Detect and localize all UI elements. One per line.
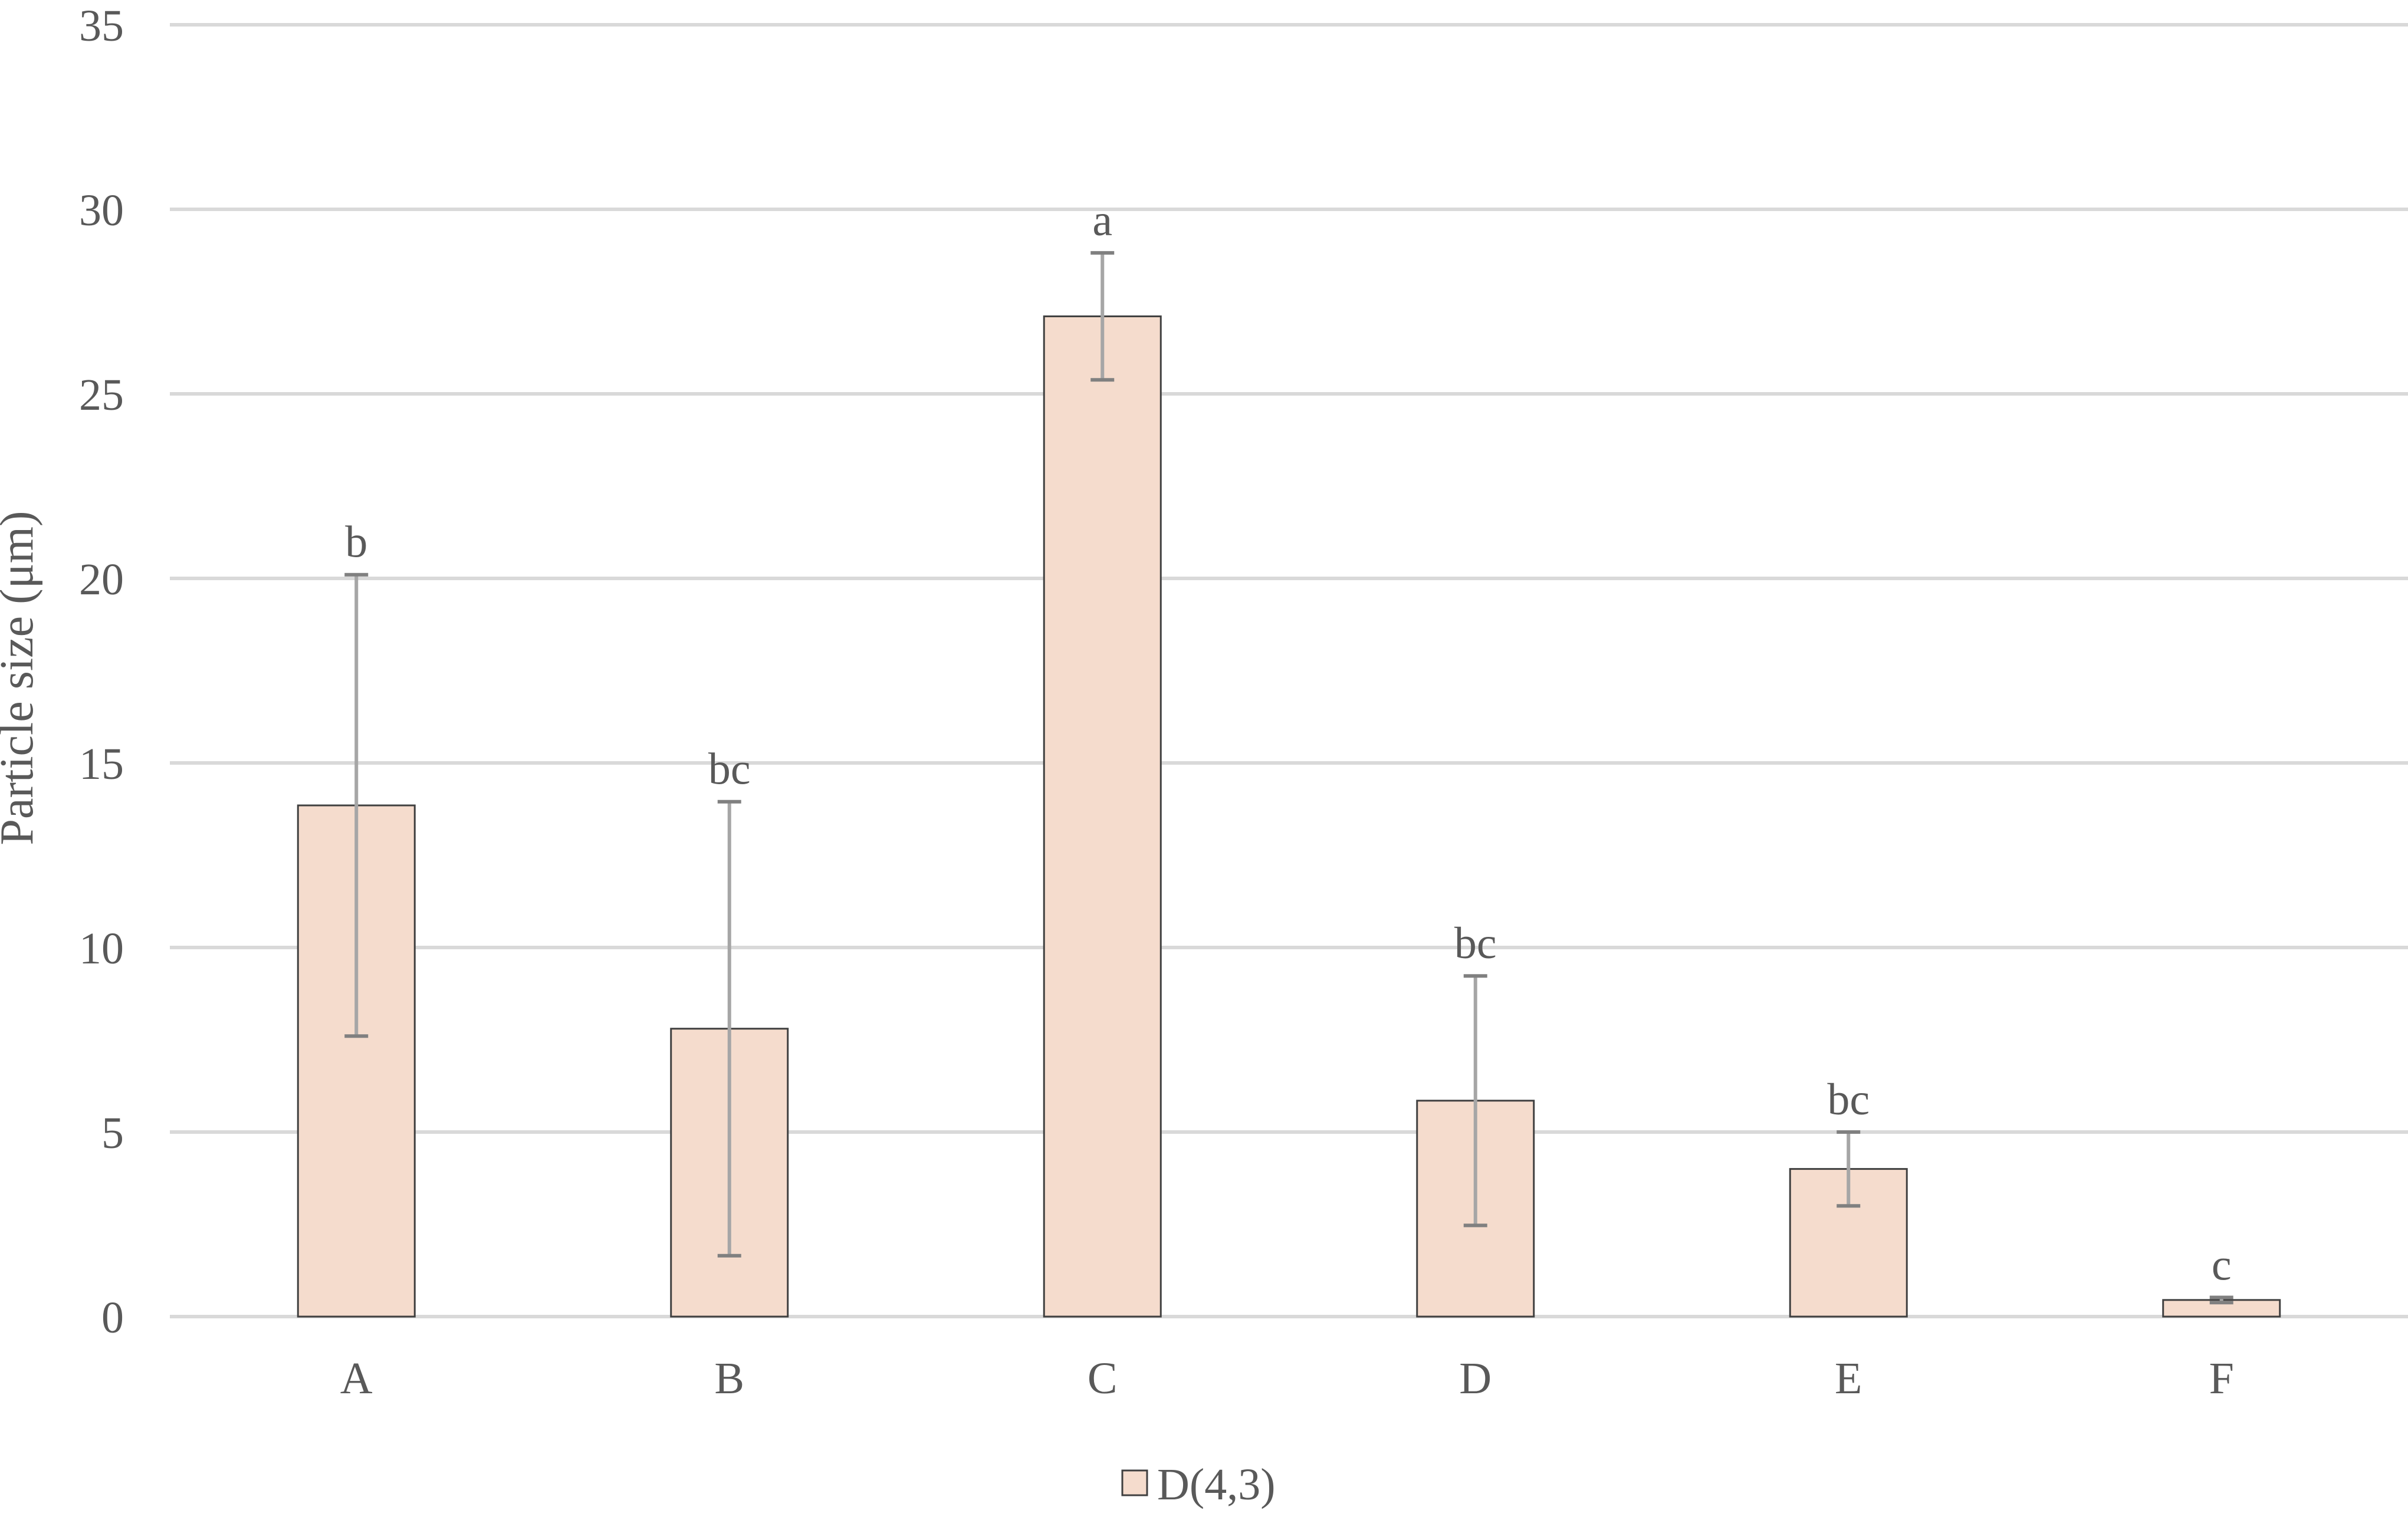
error-bars xyxy=(344,251,2233,1305)
y-tick-label: 5 xyxy=(101,1108,124,1158)
y-tick-label: 15 xyxy=(79,739,124,789)
bar xyxy=(1789,1168,1908,1318)
significance-label: a xyxy=(1092,196,1112,245)
y-tick-label: 25 xyxy=(79,370,124,420)
y-tick-label: 20 xyxy=(79,555,124,604)
x-axis-ticks: A B C D E F xyxy=(340,1354,2234,1403)
bars xyxy=(297,315,2281,1318)
x-tick-label: D xyxy=(1459,1354,1492,1403)
legend-label: D(4,3) xyxy=(1157,1460,1276,1509)
significance-label: bc xyxy=(1454,919,1497,968)
x-tick-label: B xyxy=(714,1354,744,1403)
y-tick-label: 35 xyxy=(79,1,124,51)
x-tick-label: A xyxy=(340,1354,373,1403)
x-tick-label: E xyxy=(1835,1354,1862,1403)
y-tick-label: 10 xyxy=(79,924,124,973)
y-axis-label: Particle size (μm) xyxy=(0,511,43,845)
x-tick-label: C xyxy=(1088,1354,1118,1403)
significance-labels: b bc a bc bc c xyxy=(345,196,2231,1290)
significance-label: c xyxy=(2212,1240,2232,1289)
significance-label: b xyxy=(345,518,367,567)
legend: D(4,3) xyxy=(1121,1460,1276,1509)
gridlines xyxy=(170,23,2408,1318)
bar xyxy=(1043,315,1162,1318)
legend-swatch xyxy=(1121,1469,1148,1496)
y-tick-label: 0 xyxy=(101,1293,124,1343)
y-axis-ticks: 0 5 10 15 20 25 30 35 xyxy=(79,1,124,1343)
significance-label: bc xyxy=(1827,1075,1870,1124)
x-tick-label: F xyxy=(2209,1354,2234,1403)
significance-label: bc xyxy=(708,745,751,794)
y-tick-label: 30 xyxy=(79,186,124,235)
